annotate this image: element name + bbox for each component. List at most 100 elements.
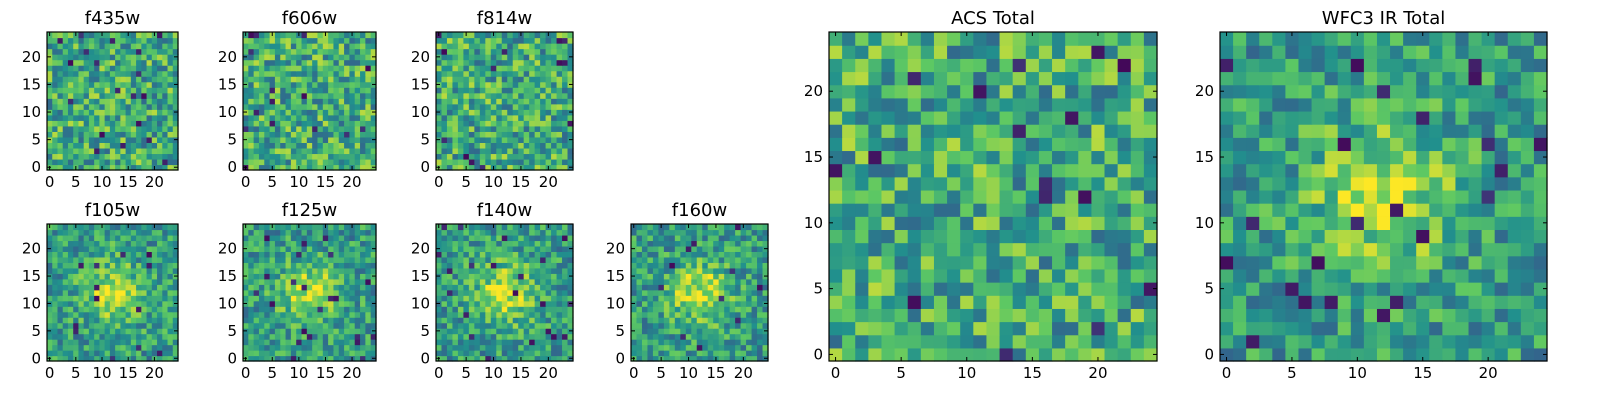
heatmap-cell [458,60,464,66]
heatmap-cell [360,224,366,230]
heatmap-cell [259,273,265,279]
heatmap-cell [642,229,648,235]
heatmap-cell [735,224,741,230]
heatmap-cell [441,32,447,38]
heatmap-cell [248,262,254,268]
heatmap-cell [973,177,987,191]
heatmap-cell [664,334,670,340]
heatmap-cell [474,224,480,230]
heatmap-cell [147,115,153,121]
heatmap-cell [697,345,703,351]
heatmap-cell [436,317,442,323]
heatmap-cell [270,306,276,312]
heatmap-cell [52,290,58,296]
heatmap-cell [474,312,480,318]
heatmap-cell [99,98,105,104]
heatmap-cell [259,93,265,99]
heatmap-cell [52,246,58,252]
heatmap-cell [562,115,568,121]
heatmap-cell [469,350,475,356]
heatmap-cell [68,148,74,154]
heatmap-cell [365,153,371,159]
heatmap-cell [680,323,686,329]
heatmap-cell [94,131,100,137]
heatmap-cell [741,345,747,351]
heatmap-cell [136,290,142,296]
heatmap-cell [895,308,909,322]
heatmap-cell [463,109,469,115]
heatmap-cell [518,142,524,148]
heatmap-cell [647,295,653,301]
heatmap-cell [507,323,513,329]
heatmap-cell [78,290,84,296]
heatmap-cell [286,306,292,312]
heatmap-cell [131,240,137,246]
heatmap-cell [452,93,458,99]
heatmap-cell [934,216,948,230]
heatmap-cell [529,142,535,148]
heatmap-cell [491,142,497,148]
heatmap-cell [529,290,535,296]
heatmap-cell [152,235,158,241]
heatmap-cell [254,93,260,99]
heatmap-cell [339,350,345,356]
heatmap-cell [881,216,895,230]
heatmap-cell [642,312,648,318]
heatmap-cell [339,257,345,263]
heatmap-cell [702,279,708,285]
heatmap-cell [724,262,730,268]
heatmap-cell [546,126,552,132]
heatmap-cell [307,323,313,329]
heatmap-cell [895,269,909,283]
heatmap-cell [248,54,254,60]
heatmap-cell [741,301,747,307]
heatmap-cell [1144,322,1158,336]
heatmap-cell [518,251,524,257]
heatmap-cell [110,235,116,241]
heatmap-cell [1078,256,1092,270]
heatmap-cell [57,93,63,99]
heatmap-cell [259,54,265,60]
y-tick-label: 20 [411,48,430,66]
heatmap-cell [328,224,334,230]
heatmap-cell [105,268,111,274]
heatmap-cell [243,131,249,137]
heatmap-cell [447,350,453,356]
heatmap-cell [1039,322,1053,336]
heatmap-cell [469,240,475,246]
heatmap-cell [355,153,361,159]
heatmap-cell [485,98,491,104]
heatmap-cell [636,334,642,340]
heatmap-cell [355,345,361,351]
heatmap-cell [110,76,116,82]
heatmap-cell [110,60,116,66]
heatmap-cell [960,269,974,283]
heatmap-cell [1105,295,1119,309]
heatmap-cell [110,240,116,246]
heatmap-cell [105,109,111,115]
heatmap-cell [557,54,563,60]
heatmap-cell [360,257,366,263]
heatmap-cell [518,76,524,82]
heatmap-cell [302,257,308,263]
heatmap-cell [302,284,308,290]
heatmap-cell [469,76,475,82]
heatmap-cell [302,345,308,351]
heatmap-cell [68,323,74,329]
heatmap-cell [1026,203,1040,217]
heatmap-cell [131,104,137,110]
heatmap-cell [441,71,447,77]
y-tick-label: 20 [218,240,237,258]
heatmap-cell [491,93,497,99]
heatmap-cell [296,345,302,351]
heatmap-cell [557,32,563,38]
heatmap-cell [349,109,355,115]
heatmap-cell [307,148,313,154]
heatmap-cell [47,268,53,274]
heatmap-cell [110,273,116,279]
heatmap-cell [708,246,714,252]
heatmap-cell [458,257,464,263]
y-tick-label: 10 [218,103,237,121]
heatmap-cell [1013,335,1027,349]
heatmap-cell [99,137,105,143]
